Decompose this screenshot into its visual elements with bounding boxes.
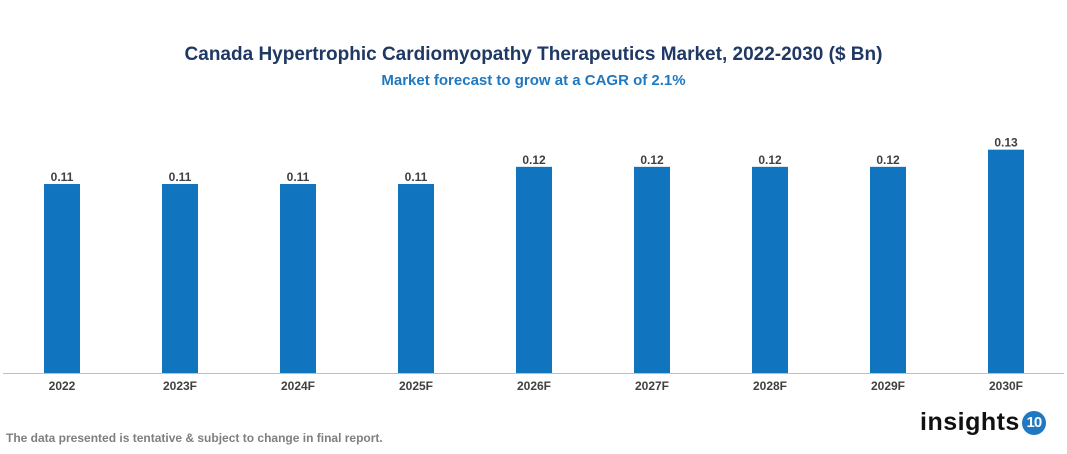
data-label: 0.11 <box>405 170 428 184</box>
bar-2029F <box>870 166 906 373</box>
data-label: 0.13 <box>994 136 1018 150</box>
x-tick-label: 2028F <box>753 379 787 393</box>
x-tick-label: 2030F <box>989 379 1023 393</box>
x-tick-label: 2023F <box>163 379 197 393</box>
bar-2023F <box>162 184 198 373</box>
x-tick-label: 2029F <box>871 379 905 393</box>
footnote: The data presented is tentative & subjec… <box>6 431 383 445</box>
data-label: 0.12 <box>758 153 782 167</box>
data-label: 0.11 <box>287 170 310 184</box>
logo-badge: 10 <box>1021 410 1046 435</box>
logo-text: insights <box>920 408 1020 436</box>
data-label: 0.11 <box>51 170 74 184</box>
data-label: 0.12 <box>876 153 900 167</box>
insights10-logo: insights 10 <box>920 408 1046 437</box>
bar-2027F <box>634 166 670 373</box>
x-tick-label: 2022 <box>49 379 76 393</box>
data-label: 0.11 <box>169 170 192 184</box>
data-label: 0.12 <box>522 153 546 167</box>
chart-title: Canada Hypertrophic Cardiomyopathy Thera… <box>184 44 883 65</box>
bar-2030F <box>988 149 1024 373</box>
x-tick-label: 2026F <box>517 379 551 393</box>
bar-2028F <box>752 166 788 373</box>
bar-2025F <box>398 184 434 373</box>
x-tick-label: 2027F <box>635 379 669 393</box>
bar-2026F <box>516 166 552 373</box>
x-tick-label: 2024F <box>281 379 315 393</box>
x-tick-label: 2025F <box>399 379 433 393</box>
chart-subtitle: Market forecast to grow at a CAGR of 2.1… <box>381 72 686 89</box>
bar-2022 <box>44 184 80 373</box>
bar-2024F <box>280 184 316 373</box>
data-label: 0.12 <box>640 153 664 167</box>
